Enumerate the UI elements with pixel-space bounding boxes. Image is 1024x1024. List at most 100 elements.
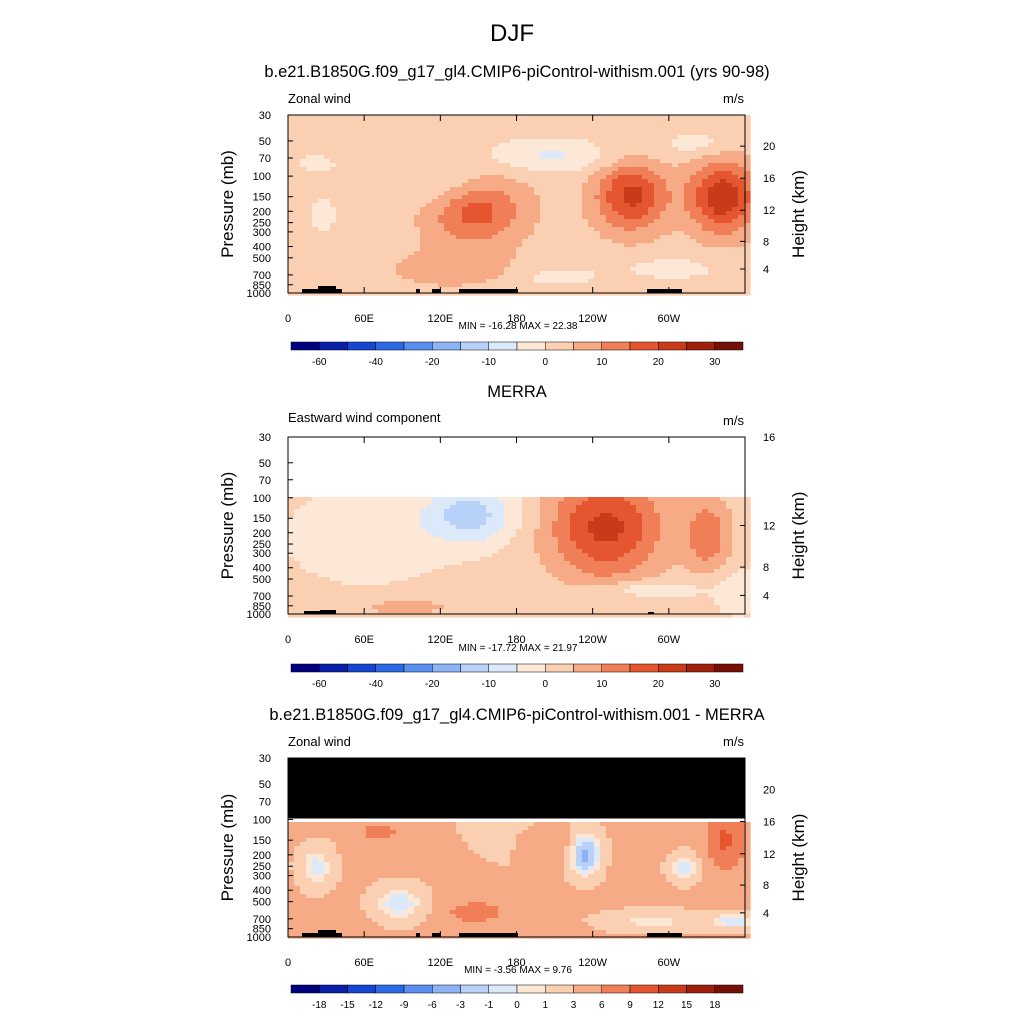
topography <box>322 289 342 293</box>
lon-tick-label: 180 <box>507 313 525 325</box>
pressure-tick-label: 70 <box>259 475 271 487</box>
contour-field <box>288 822 751 939</box>
y-axis-title-right: Height (km) <box>789 170 808 258</box>
colorbar-swatch <box>432 663 461 673</box>
colorbar-swatch <box>347 341 376 351</box>
height-tick-label: 16 <box>763 173 775 185</box>
contour-field <box>288 497 751 618</box>
pressure-tick-label: 400 <box>253 563 271 575</box>
pressure-tick-label: 300 <box>253 871 271 883</box>
height-tick-label: 12 <box>763 849 775 861</box>
colorbar-label: -40 <box>369 357 384 368</box>
colorbar-swatch <box>686 341 715 351</box>
pressure-tick-label: 250 <box>253 861 271 873</box>
height-tick-label: 4 <box>763 908 769 920</box>
panel-2: 3050701001502002503004005007008501000481… <box>218 432 808 690</box>
colorbar-swatch <box>290 663 320 673</box>
lon-tick-label: 60W <box>658 634 681 646</box>
pressure-tick-label: 400 <box>253 885 271 897</box>
colorbar-label: -20 <box>425 679 440 690</box>
colorbar-swatch <box>347 984 376 994</box>
pressure-tick-label: 50 <box>259 779 271 791</box>
height-tick-label: 16 <box>763 432 775 444</box>
colorbar-swatch <box>686 663 715 673</box>
colorbar-label: -20 <box>425 357 440 368</box>
panel-3: 3050701001502002503004005007008501000481… <box>218 753 808 1011</box>
colorbar-swatch <box>290 984 320 994</box>
topography <box>432 289 441 293</box>
colorbar-swatch <box>488 341 518 351</box>
pressure-tick-label: 1000 <box>247 288 271 300</box>
colorbar-swatch <box>601 663 631 673</box>
pressure-tick-label: 200 <box>253 206 271 218</box>
colorbar: -60 -40 -20 -10 0 10 20 30 <box>290 663 744 690</box>
topography <box>416 933 420 937</box>
panel-1-units: m/s <box>723 91 744 106</box>
colorbar-label: 10 <box>596 679 608 690</box>
colorbar-swatch <box>460 341 489 351</box>
height-tick-label: 4 <box>763 264 769 276</box>
topography <box>647 289 682 293</box>
lon-tick-label: 60W <box>658 957 681 969</box>
height-tick-label: 20 <box>763 784 775 796</box>
colorbar-label: -40 <box>369 679 384 690</box>
colorbar-swatch <box>319 341 348 351</box>
pressure-tick-label: 1000 <box>247 609 271 621</box>
colorbar-swatch <box>573 341 602 351</box>
colorbar-swatch <box>375 341 405 351</box>
y-axis-title: Pressure (mb) <box>218 794 237 902</box>
pressure-tick-label: 250 <box>253 218 271 230</box>
pressure-tick-label: 700 <box>253 914 271 926</box>
y-axis-title: Pressure (mb) <box>218 472 237 580</box>
pressure-tick-label: 500 <box>253 253 271 265</box>
topography <box>459 289 518 293</box>
pressure-tick-label: 50 <box>259 458 271 470</box>
height-tick-label: 8 <box>763 562 769 574</box>
y-axis-title: Pressure (mb) <box>218 150 237 258</box>
colorbar-swatch <box>516 984 546 994</box>
panel-2-stats: MIN = -17.72 MAX = 21.97 <box>458 643 578 654</box>
topography <box>416 289 420 293</box>
pressure-tick-label: 150 <box>253 192 271 204</box>
colorbar-swatch <box>545 663 574 673</box>
colorbar-label: 20 <box>653 679 665 690</box>
colorbar-label: 30 <box>709 679 721 690</box>
pressure-tick-label: 200 <box>253 528 271 540</box>
colorbar-swatch <box>290 341 320 351</box>
panel-3-stats: MIN = -3.56 MAX = 9.76 <box>464 965 572 976</box>
colorbar-label: 1 <box>542 1000 548 1011</box>
colorbar-swatch <box>601 984 631 994</box>
pressure-tick-label: 500 <box>253 574 271 586</box>
pressure-tick-label: 100 <box>253 814 271 826</box>
colorbar-swatch <box>658 984 687 994</box>
colorbar-swatch <box>460 984 489 994</box>
lon-tick-label: 60E <box>354 957 374 969</box>
colorbar-swatch <box>629 341 659 351</box>
colorbar-swatch <box>516 341 546 351</box>
pressure-tick-label: 850 <box>253 924 271 936</box>
pressure-tick-label: 70 <box>259 153 271 165</box>
pressure-tick-label: 100 <box>253 171 271 183</box>
pressure-tick-label: 30 <box>259 432 271 444</box>
colorbar-label: 0 <box>542 679 548 690</box>
panel-1-stats: MIN = -16.28 MAX = 22.38 <box>458 321 578 332</box>
colorbar-label: 30 <box>709 357 721 368</box>
colorbar-swatch <box>601 341 631 351</box>
colorbar-swatch <box>375 984 405 994</box>
colorbar-swatch <box>432 341 461 351</box>
panel-2-units: m/s <box>723 413 744 428</box>
panel-1-title: b.e21.B1850G.f09_g17_gl4.CMIP6-piControl… <box>264 63 770 81</box>
colorbar-swatch <box>319 663 348 673</box>
topography <box>459 933 518 937</box>
colorbar-swatch <box>714 984 744 994</box>
panel-1: 3050701001502002503004005007008501000481… <box>218 110 808 368</box>
colorbar-label: -60 <box>312 357 327 368</box>
colorbar-label: 9 <box>627 1000 633 1011</box>
topography <box>302 933 318 937</box>
colorbar-swatch <box>686 984 715 994</box>
lon-tick-label: 0 <box>285 313 291 325</box>
pressure-tick-label: 400 <box>253 241 271 253</box>
colorbar: -18 -15 -12 -9 -6 -3 -1 0 1 3 6 9 12 15 18 <box>290 984 744 1011</box>
colorbar-label: 3 <box>571 1000 577 1011</box>
colorbar-swatch <box>403 341 433 351</box>
